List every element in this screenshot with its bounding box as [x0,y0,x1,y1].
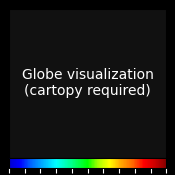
Text: Globe visualization
(cartopy required): Globe visualization (cartopy required) [22,68,153,98]
